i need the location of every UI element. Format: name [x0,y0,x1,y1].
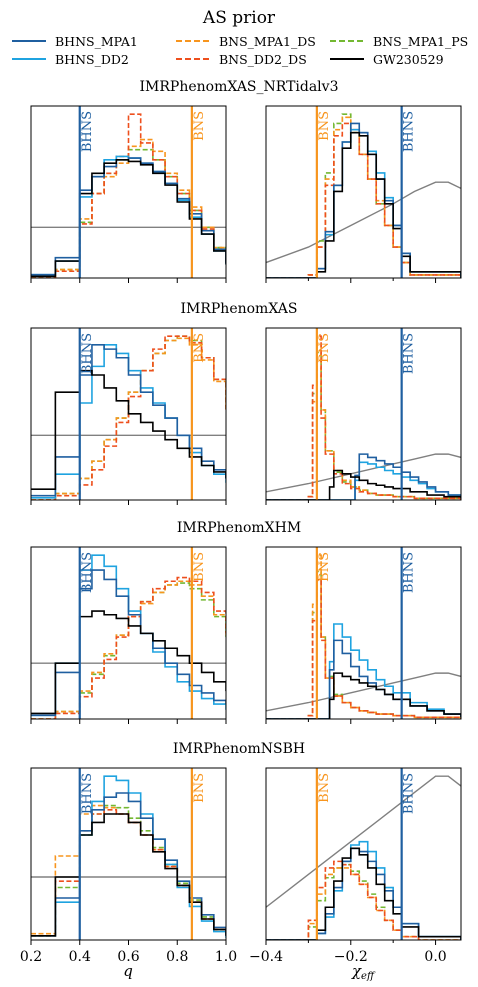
panel-2-chi-frame [265,327,462,501]
row-title-3: IMRPhenomXHM [177,520,301,536]
panel-2-chi-series-gw230529 [266,469,461,500]
panel-1-q-series-gw230529 [31,158,226,278]
legend-label-bns-dd2-ds: BNS_DD2_DS [219,52,307,67]
panel-4-chi-series-bns-dd2-ds [266,860,461,940]
panel-3-chi-series-bhns-mpa1 [266,639,461,719]
panel-4-chi-series-bhns-mpa1 [266,847,461,940]
panel-3-q-series-gw230529 [31,610,226,715]
panel-4-q-tick-label: 1.0 [215,949,237,965]
panel-2-q-series-bns-mpa1-ds [31,337,226,500]
panel-1-chi-series-bhns-mpa1 [266,122,461,278]
panel-4-q-series-bns-dd2-ds [31,808,226,937]
legend-label-bns-mpa1-ds: BNS_MPA1_DS [219,34,316,49]
legend-label-bns-mpa1-ps: BNS_MPA1_PS [373,34,468,49]
panel-4-q: BHNS BNS 0.2 0.4 0.6 0.8 1.0 [20,767,237,965]
panel-3-q: BHNS BNS [30,546,227,724]
panel-3-chi-bns-label: BNS [317,552,332,582]
panel-1-q: BHNS BNS [30,105,227,283]
panel-2-chi-series-bns-dd2-ds [266,335,461,500]
panel-1-q-bns-label: BNS [192,111,207,141]
legend-label-bhns-dd2: BHNS_DD2 [55,52,129,67]
panel-1-chi: BHNS BNS [265,105,462,283]
row-title-1: IMRPhenomXAS_NRTidalv3 [140,79,339,95]
panel-1-q-series-bhns-mpa1 [31,157,226,276]
panel-1-chi-series-bhns-dd2 [266,128,461,278]
panel-1-chi-series-bns-dd2-ds [266,122,461,278]
panel-4-chi-series-bhns-dd2 [266,840,461,940]
panel-1-chi-series-prior [266,181,461,264]
panel-2-q-bns-label: BNS [192,333,207,363]
panel-1-chi-frame [265,105,462,279]
legend: BHNS_MPA1 BNS_MPA1_DS BNS_MPA1_PS BHNS_DD2 B… [12,34,468,67]
panel-1-q-bhns-label: BHNS [80,111,95,152]
panel-4-chi-bhns-label: BHNS [402,773,417,814]
panel-3-q-series-bns-dd2-ds [31,576,226,719]
panel-4-chi-series-prior [266,775,461,908]
panel-4-chi-tick-label: −0.2 [334,949,368,965]
panel-3-chi-bhns-label: BHNS [402,552,417,593]
panel-3-chi-series-bns-dd2-ds [266,578,461,719]
panel-1-q-series-bhns-dd2 [31,155,226,276]
panel-2-q: BHNS BNS [30,327,227,505]
x-axis-label-q: q [123,962,133,980]
x-axis-label-chi-symbol: χ [351,962,362,980]
panel-4-chi-series-bns-mpa1-ds [266,867,461,940]
panel-3-chi-series-prior [266,672,461,712]
legend-label-bhns-mpa1: BHNS_MPA1 [55,34,138,49]
panel-4-chi: BHNS BNS −0.4 −0.2 0.0 [249,767,462,965]
panel-4-chi-series-gw230529 [266,847,461,940]
panel-3-q-bns-label: BNS [192,552,207,582]
panel-3-q-bhns-label: BHNS [80,552,95,593]
legend-title: AS prior [202,8,276,28]
panel-1-chi-bns-label: BNS [317,111,332,141]
panel-2-chi-bhns-label: BHNS [402,333,417,374]
panel-1-chi-series-bns-mpa1-ps [266,113,461,278]
panel-4-chi-tick-label: 0.0 [424,949,446,965]
panel-3-chi-series-gw230529 [266,672,461,719]
x-axis-label-chi: χeff [351,962,376,982]
panel-2-chi-series-bns-mpa1-ds [266,343,461,500]
panel-2-q-series-bhns-mpa1 [31,344,226,497]
panel-4-q-tick-label: 0.4 [69,949,91,965]
panel-4-q-tick-label: 0.6 [117,949,139,965]
panel-2-q-series-gw230529 [31,369,226,491]
panel-3-chi: BHNS BNS [265,546,462,724]
panel-1-chi-series-bns-mpa1-ds [266,116,461,278]
panel-4-chi-tick-label: −0.4 [249,949,283,965]
x-axis-labels: q χeff [123,962,376,982]
panel-2-chi-bns-label: BNS [317,333,332,363]
panel-2-chi-series-prior [266,453,461,493]
row-title-4: IMRPhenomNSBH [173,741,305,757]
panel-2-chi: BHNS BNS [265,327,462,505]
panel-4-q-bns-label: BNS [192,773,207,803]
panel-3-chi-series-bns-mpa1-ds [266,554,461,719]
panel-4-chi-frame [265,767,462,941]
panel-4-q-bhns-label: BHNS [80,773,95,814]
panel-4-q-series-bns-mpa1-ds [31,804,226,936]
panels: BHNS BNSIMRPhenomXAS_NRTidalv3BHNSBNSBHNS… [20,79,462,965]
row-title-2: IMRPhenomXAS [180,301,297,317]
panel-1-chi-bhns-label: BHNS [402,111,417,152]
x-axis-label-chi-subscript: eff [361,971,376,982]
panel-2-chi-series-bhns-mpa1 [266,453,461,500]
panel-2-q-bhns-label: BHNS [80,333,95,374]
panel-4-q-tick-label: 0.2 [20,949,42,965]
panel-3-chi-frame [265,546,462,720]
panel-4-chi-series-bns-mpa1-ps [266,863,461,940]
panel-4-q-tick-label: 0.8 [166,949,188,965]
panel-4-q-series-gw230529 [31,813,226,937]
panel-3-chi-series-bns-mpa1-ps [266,570,461,719]
panel-4-q-series-bns-mpa1-ps [31,804,226,937]
panel-4-chi-bns-label: BNS [317,773,332,803]
legend-label-gw230529: GW230529 [373,52,444,67]
panel-2-chi-series-bns-mpa1-ps [266,351,461,500]
